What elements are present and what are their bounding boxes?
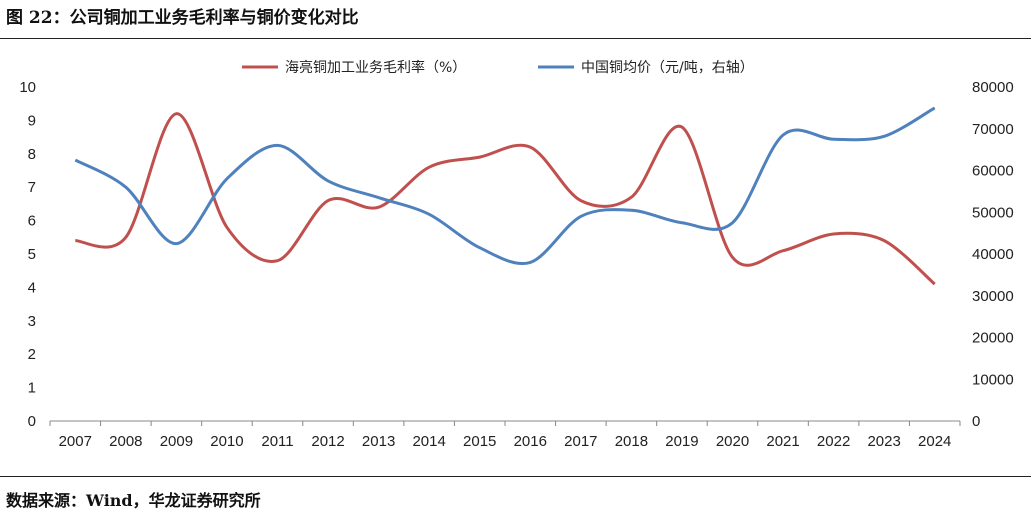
right-tick-label: 20000 — [972, 330, 1014, 347]
x-tick-label: 2014 — [412, 433, 445, 450]
left-tick-label: 10 — [19, 79, 36, 96]
right-axis-ticks: 0 10000 20000 30000 40000 50000 60000 70000 8000… — [972, 79, 1014, 430]
series-line-copper-price — [74, 106, 936, 266]
left-tick-label: 2 — [28, 346, 36, 363]
x-tick-label: 2023 — [867, 433, 900, 450]
right-tick-label: 50000 — [972, 204, 1014, 221]
right-tick-label: 60000 — [972, 163, 1014, 180]
x-tick-label: 2024 — [918, 433, 951, 450]
right-tick-label: 0 — [972, 413, 980, 430]
left-tick-label: 1 — [28, 380, 36, 397]
x-tick-label: 2007 — [59, 433, 92, 450]
x-tick-label: 2016 — [514, 433, 547, 450]
x-tick-label: 2010 — [210, 433, 243, 450]
right-tick-label: 70000 — [972, 121, 1014, 138]
left-tick-label: 5 — [28, 246, 36, 263]
x-tick-label: 2013 — [362, 433, 395, 450]
x-tick-label: 2009 — [160, 433, 193, 450]
x-tick-label: 2019 — [665, 433, 698, 450]
legend-label-gross-margin: 海亮铜加工业务毛利率（%） — [285, 59, 466, 76]
x-axis-ticks: 2007 2008 2009 2010 2011 2012 2013 2014 2015 2016… — [49, 421, 961, 450]
x-tick-label: 2015 — [463, 433, 496, 450]
left-tick-label: 0 — [28, 413, 36, 430]
left-tick-label: 4 — [28, 279, 36, 296]
left-tick-label: 6 — [28, 213, 36, 230]
right-tick-label: 40000 — [972, 246, 1014, 263]
x-tick-label: 2012 — [311, 433, 344, 450]
bottom-divider — [0, 476, 1031, 477]
x-tick-label: 2020 — [716, 433, 749, 450]
left-axis-ticks: 0 1 2 3 4 5 6 7 8 9 10 — [19, 79, 36, 430]
series-line-gross-margin — [75, 112, 936, 286]
line-chart: 海亮铜加工业务毛利率（%） 中国铜均价（元/吨，右轴） 2007 2008 2009… — [19, 59, 1014, 450]
left-tick-label: 8 — [28, 146, 36, 163]
x-tick-label: 2017 — [564, 433, 597, 450]
x-tick-label: 2021 — [766, 433, 799, 450]
x-tick-label: 2011 — [261, 433, 293, 450]
left-tick-label: 3 — [28, 313, 36, 330]
source-note: 数据来源：Wind，华龙证券研究所 — [6, 491, 261, 510]
right-tick-label: 80000 — [972, 79, 1014, 96]
right-tick-label: 10000 — [972, 371, 1014, 388]
figure-title: 图 22：公司铜加工业务毛利率与铜价变化对比 — [6, 8, 359, 28]
x-tick-label: 2008 — [109, 433, 142, 450]
x-tick-label: 2018 — [615, 433, 648, 450]
left-tick-label: 7 — [28, 179, 36, 196]
legend-label-copper-price: 中国铜均价（元/吨，右轴） — [581, 60, 754, 76]
top-divider — [0, 38, 1031, 39]
x-tick-label: 2022 — [817, 433, 850, 450]
right-tick-label: 30000 — [972, 288, 1014, 305]
series-lines — [74, 106, 936, 286]
left-tick-label: 9 — [28, 112, 36, 129]
legend: 海亮铜加工业务毛利率（%） 中国铜均价（元/吨，右轴） — [242, 59, 754, 76]
